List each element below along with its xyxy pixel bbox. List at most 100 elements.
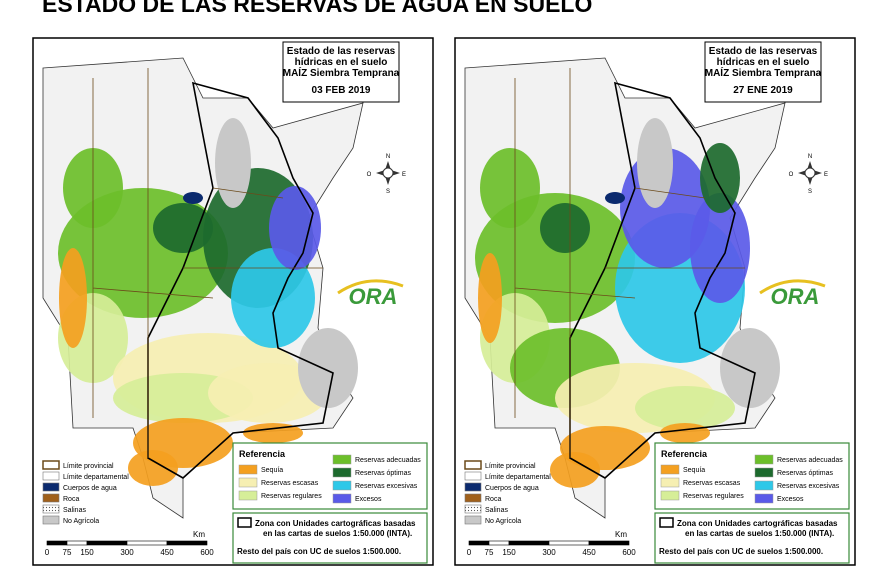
legend-swatch — [754, 480, 774, 491]
map-legend-swatch — [464, 460, 482, 470]
legend-label: Reservas excesivas — [355, 483, 418, 490]
map-legend-label: Cuerpos de agua — [485, 485, 539, 492]
map-title-line: MAÍZ Siembra Temprana — [705, 66, 822, 79]
scale-label: 0 — [45, 548, 50, 557]
zone-note-line: Zona con Unidades cartográficas basadas — [255, 519, 416, 528]
map-legend-label: Límite provincial — [63, 463, 114, 470]
scale-label: 75 — [485, 548, 494, 557]
scale-segment — [588, 540, 630, 546]
soil-zone — [550, 452, 600, 488]
soil-zone — [208, 363, 328, 423]
map-title-line: MAÍZ Siembra Temprana — [283, 66, 400, 79]
map-title-line: hídricas en el suelo — [295, 57, 388, 68]
zone-swatch — [237, 517, 252, 528]
legend-swatch — [754, 493, 774, 504]
legend-label: Reservas óptimas — [355, 470, 412, 477]
soil-zone — [269, 186, 321, 270]
legend-heading: Referencia — [661, 449, 708, 459]
map-legend-swatch — [42, 504, 60, 514]
zone-note-line: en las cartas de suelos 1:50.000 (INTA). — [685, 529, 834, 538]
legend-swatch — [660, 477, 680, 488]
soil-zone — [153, 203, 213, 253]
map-legend-swatch — [464, 493, 482, 503]
legend-label: Reservas escasas — [683, 480, 741, 487]
legend-box — [654, 442, 850, 510]
soil-zone — [660, 423, 710, 443]
logo-arc — [759, 279, 826, 295]
zone-outline — [147, 81, 334, 479]
compass-ring — [382, 167, 394, 179]
logo-arc — [337, 279, 404, 295]
map-legend-swatch — [464, 482, 482, 492]
map-legend-swatch — [42, 460, 60, 470]
soil-zone — [540, 203, 590, 253]
map-legend-label: Cuerpos de agua — [63, 485, 117, 492]
map-legend-label: Roca — [485, 496, 501, 503]
soil-zone — [635, 386, 735, 430]
title-box — [282, 41, 400, 103]
scale-label: 450 — [160, 548, 174, 557]
soil-zone — [128, 450, 178, 486]
map-legend-label: Límite departamental — [63, 474, 129, 481]
legend-swatch — [660, 490, 680, 501]
no-agricola-zone — [298, 328, 358, 408]
scale-label: 300 — [120, 548, 134, 557]
water-zone — [183, 192, 203, 204]
scale-label: 600 — [622, 548, 636, 557]
map-legend-label: No Agrícola — [63, 518, 99, 525]
map-legend-label: Salinas — [63, 507, 86, 514]
legend-swatch — [332, 467, 352, 478]
page-title: ESTADO DE LAS RESERVAS DE AGUA EN SUELO — [42, 0, 592, 17]
map-legend-swatch — [42, 493, 60, 503]
scale-unit: Km — [615, 530, 627, 539]
title-box — [704, 41, 822, 103]
compass: N S E O — [789, 154, 828, 195]
legend-label: Sequía — [261, 467, 283, 474]
scale-segment — [468, 540, 490, 546]
scale-segment — [488, 540, 510, 546]
map-date: 03 FEB 2019 — [312, 85, 371, 96]
scale-unit: Km — [193, 530, 205, 539]
soil-zone — [700, 143, 740, 213]
compass: N S E O — [367, 154, 406, 195]
scale-label: 75 — [63, 548, 72, 557]
rest-note: Resto del país con UC de suelos 1:500.00… — [237, 547, 401, 556]
zone-note-box — [232, 512, 428, 564]
legend-label: Reservas regulares — [683, 493, 744, 500]
scale-label: 300 — [542, 548, 556, 557]
compass-letter: N — [386, 154, 390, 160]
map-legend-swatch — [464, 471, 482, 481]
legend-label: Reservas adecuadas — [355, 457, 421, 464]
map-title-line: Estado de las reservas — [709, 46, 818, 57]
soil-zone — [478, 253, 502, 343]
map-title-line: hídricas en el suelo — [717, 57, 810, 68]
legend-swatch — [238, 490, 258, 501]
map-date: 27 ENE 2019 — [733, 85, 793, 96]
scale-segment — [126, 540, 168, 546]
legend-label: Reservas escasas — [261, 480, 319, 487]
compass-letter: E — [402, 172, 406, 178]
map-legend-swatch — [42, 471, 60, 481]
scale-label: 0 — [467, 548, 472, 557]
compass-letter: S — [808, 189, 812, 195]
soil-zone — [243, 423, 303, 443]
compass-letter: O — [367, 172, 372, 178]
rest-note: Resto del país con UC de suelos 1:500.00… — [659, 547, 823, 556]
map-legend-swatch — [42, 482, 60, 492]
no-agricola-zone — [637, 118, 673, 208]
scale-segment — [548, 540, 590, 546]
legend-swatch — [332, 454, 352, 465]
scale-label: 600 — [200, 548, 214, 557]
legend-swatch — [238, 464, 258, 475]
zone-note-line: Zona con Unidades cartográficas basadas — [677, 519, 838, 528]
zone-note-line: en las cartas de suelos 1:50.000 (INTA). — [263, 529, 412, 538]
legend-swatch — [238, 477, 258, 488]
legend-label: Excesos — [355, 496, 382, 503]
scale-segment — [86, 540, 128, 546]
legend-swatch — [754, 467, 774, 478]
scale-segment — [508, 540, 550, 546]
legend-label: Reservas excesivas — [777, 483, 840, 490]
soil-zone — [231, 248, 315, 348]
